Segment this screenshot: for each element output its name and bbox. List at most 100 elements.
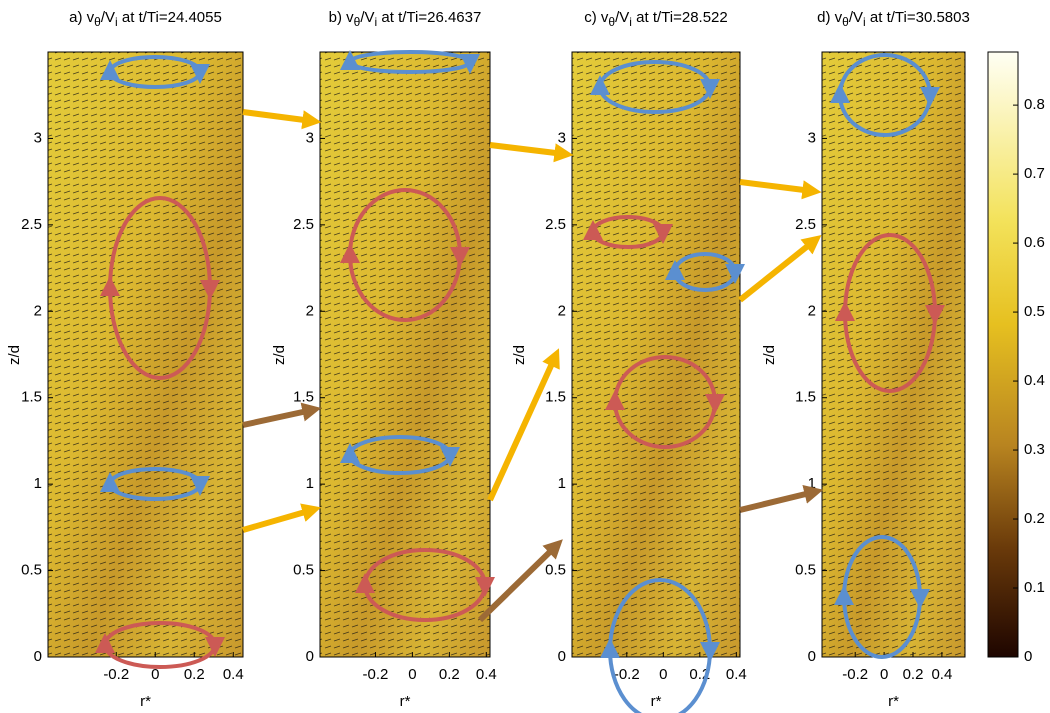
title-part: at t/Ti=24.4055: [118, 9, 222, 26]
transfer-arrow: [738, 235, 822, 303]
y-tick-label: 3: [306, 129, 314, 146]
vortex-arrow: [700, 642, 720, 662]
x-tick-label: 0.2: [903, 666, 924, 683]
colorbar-tick-label: 0.6: [1024, 234, 1045, 251]
vortex-arrow: [340, 243, 360, 263]
vortex-arrow: [205, 637, 225, 657]
y-tick-label: 2.5: [293, 216, 314, 233]
title-part: at t/Ti=28.522: [632, 9, 728, 26]
vortex-arrow: [925, 305, 945, 325]
title-part: /V: [101, 9, 115, 26]
title-part: at t/Ti=26.4637: [377, 9, 481, 26]
x-tick-label: -0.2: [363, 666, 389, 683]
vortex-arrow: [340, 443, 360, 463]
vortex-arrow: [100, 472, 120, 492]
colorbar-tick-label: 0.1: [1024, 579, 1045, 596]
vortex-arrow: [460, 54, 480, 74]
subscript: i: [375, 15, 378, 29]
x-tick-label: 0: [151, 666, 159, 683]
x-tick-label: -0.2: [103, 666, 129, 683]
vortex-arrow: [830, 83, 850, 103]
frame: [47, 51, 244, 658]
vortex-arrow: [355, 573, 375, 593]
subscript: θ: [842, 15, 849, 29]
y-tick-label: 3: [558, 129, 566, 146]
y-tick-label: 1: [808, 475, 816, 492]
x-tick-label: 0.4: [223, 666, 244, 683]
panel-title: d) vθ/Vi at t/Ti=30.5803: [817, 9, 970, 29]
vortex-arrow: [475, 577, 495, 597]
y-axis-label: z/d: [761, 345, 778, 365]
x-tick-label: 0.2: [184, 666, 205, 683]
y-tick-label: 0: [306, 648, 314, 665]
vortex-arrow: [834, 585, 854, 605]
y-tick-label: 2: [306, 302, 314, 319]
y-tick-label: 0.5: [293, 562, 314, 579]
vortex-arrow: [190, 64, 210, 84]
frame: [821, 51, 966, 658]
overlay: [95, 50, 945, 713]
x-tick-label: 0.4: [931, 666, 952, 683]
x-tick-label: 0.4: [476, 666, 497, 683]
transfer-arrow: [242, 402, 322, 428]
x-tick-label: 0.4: [726, 666, 747, 683]
y-tick-label: 2.5: [21, 216, 42, 233]
vectors: [320, 52, 490, 657]
y-tick-label: 0.5: [795, 562, 816, 579]
title-part: /V: [615, 9, 629, 26]
vortex-arrow: [920, 87, 940, 107]
vortex-arrow: [200, 280, 220, 300]
colorbar: [987, 51, 1019, 658]
vortex-arrow: [600, 638, 620, 658]
subscript: θ: [94, 15, 101, 29]
y-tick-label: 1: [558, 475, 566, 492]
title-part: a) v: [69, 9, 95, 26]
y-tick-label: 0: [34, 648, 42, 665]
x-axis-label: r*: [888, 693, 899, 710]
x-axis-label: r*: [651, 693, 662, 710]
y-axis-label: z/d: [271, 345, 288, 365]
x-tick-label: 0: [408, 666, 416, 683]
transfer-arrow: [477, 539, 563, 623]
panel-title: c) vθ/Vi at t/Ti=28.522: [584, 9, 727, 29]
transfer-arrow: [739, 484, 824, 513]
panel-title: b) vθ/Vi at t/Ti=26.4637: [329, 9, 482, 29]
vortex-arrow: [605, 390, 625, 410]
x-tick-label: -0.2: [614, 666, 640, 683]
vortex-arrow: [590, 75, 610, 95]
y-tick-label: 0: [558, 648, 566, 665]
vortex-arrow: [450, 247, 470, 267]
subscript: i: [629, 15, 632, 29]
y-tick-label: 3: [808, 129, 816, 146]
title-part: /V: [849, 9, 863, 26]
vortex-arrow: [340, 50, 360, 70]
panels: a) vθ/Vi at t/Ti=24.4055-0.2 0 0.2 0.400.51…: [6, 9, 1045, 710]
vortex-arrow: [665, 260, 685, 280]
colorbar-tick-label: 0.4: [1024, 372, 1045, 389]
subscript: θ: [354, 15, 361, 29]
panel-title: a) vθ/Vi at t/Ti=24.4055: [69, 9, 222, 29]
frame: [571, 51, 741, 658]
y-tick-label: 0.5: [21, 562, 42, 579]
vortex-arrow: [190, 476, 210, 496]
x-tick-label: 0: [659, 666, 667, 683]
title-part: d) v: [817, 9, 843, 26]
transfer-arrow: [242, 109, 322, 130]
y-tick-label: 1: [306, 475, 314, 492]
x-tick-label: 0.2: [439, 666, 460, 683]
vortex-arrow: [100, 60, 120, 80]
colorbar-tick-label: 0.5: [1024, 303, 1045, 320]
vectors: [48, 52, 243, 657]
x-axis-label: r*: [400, 693, 411, 710]
vortex-arrow: [835, 301, 855, 321]
transfer-arrow: [242, 503, 322, 533]
subscript: θ: [608, 15, 615, 29]
subscript: i: [115, 15, 118, 29]
y-tick-label: 2: [808, 302, 816, 319]
y-tick-label: 2.5: [795, 216, 816, 233]
vortex-arrow: [910, 589, 930, 609]
y-tick-label: 1.5: [21, 389, 42, 406]
colorbar-tick-label: 0.3: [1024, 441, 1045, 458]
transfer-arrow: [739, 179, 822, 200]
